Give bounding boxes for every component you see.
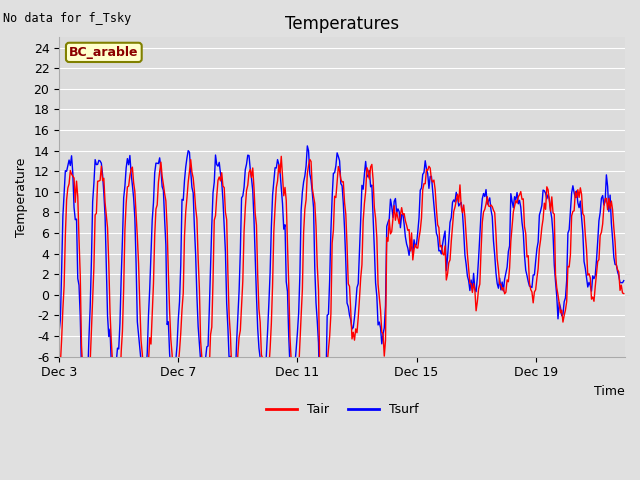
- Tsurf: [355, 281, 362, 287]
- Line: Tair: Tair: [59, 156, 624, 420]
- Tsurf: [534, 239, 542, 245]
- Tsurf: [620, 278, 628, 284]
- Text: No data for f_Tsky: No data for f_Tsky: [3, 12, 131, 25]
- Tsurf: [55, 328, 63, 334]
- Tair: [563, 299, 570, 304]
- Tsurf: [319, 406, 327, 412]
- Tair: [277, 154, 285, 159]
- Tair: [321, 418, 328, 423]
- X-axis label: Time: Time: [595, 385, 625, 398]
- Text: BC_arable: BC_arable: [69, 46, 139, 59]
- Tair: [534, 266, 542, 272]
- Legend: Tair, Tsurf: Tair, Tsurf: [260, 398, 424, 421]
- Tair: [355, 315, 362, 321]
- Title: Temperatures: Temperatures: [285, 15, 399, 33]
- Tsurf: [305, 148, 312, 154]
- Tair: [335, 164, 342, 169]
- Tair: [55, 371, 63, 377]
- Tsurf: [335, 154, 342, 159]
- Y-axis label: Temperature: Temperature: [15, 157, 28, 237]
- Tair: [620, 291, 628, 297]
- Tair: [305, 162, 312, 168]
- Tair: [344, 281, 352, 287]
- Line: Tsurf: Tsurf: [59, 146, 624, 409]
- Tsurf: [344, 304, 352, 310]
- Tsurf: [563, 278, 570, 284]
- Tsurf: [303, 143, 311, 149]
